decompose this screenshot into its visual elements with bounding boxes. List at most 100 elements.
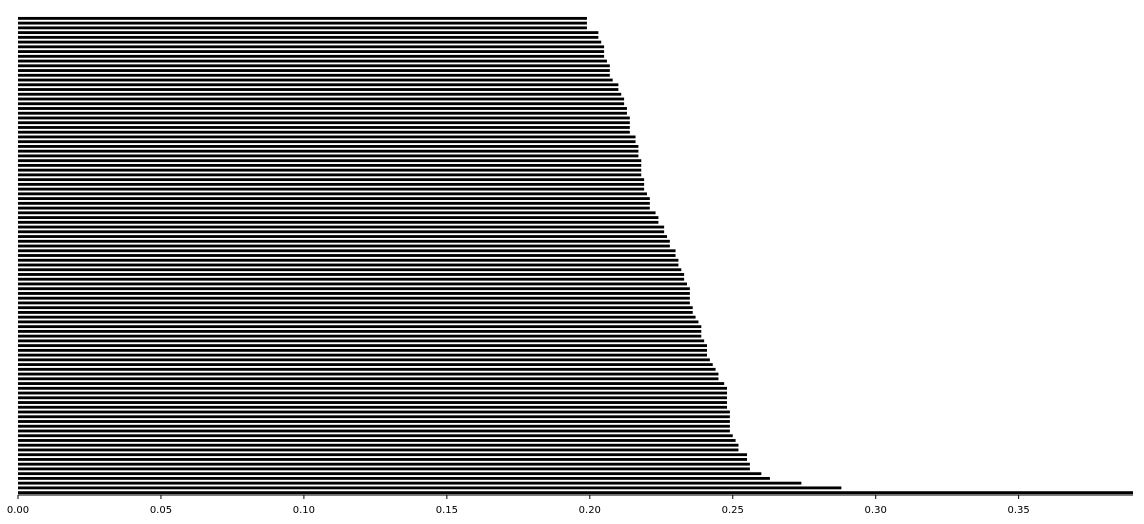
bar bbox=[18, 83, 619, 87]
x-tick-label: 0.05 bbox=[150, 505, 172, 516]
bar bbox=[18, 102, 625, 106]
x-ticks-group: 0.00 0.05 0.10 0.15 0.20 0.25 0.30 0.35 bbox=[7, 495, 1030, 516]
x-tick-label: 0.35 bbox=[1008, 505, 1030, 516]
bar bbox=[18, 315, 696, 319]
x-tick-label: 0.10 bbox=[293, 505, 315, 516]
bar bbox=[18, 154, 639, 158]
bar bbox=[18, 353, 708, 357]
bar bbox=[18, 249, 676, 253]
x-tick-label: 0.20 bbox=[579, 505, 601, 516]
bar bbox=[18, 273, 685, 276]
bar bbox=[18, 476, 770, 480]
bar bbox=[18, 159, 642, 163]
bar bbox=[18, 45, 605, 49]
bar bbox=[18, 126, 630, 129]
bar bbox=[18, 31, 599, 35]
bar bbox=[18, 107, 627, 110]
bar bbox=[18, 258, 679, 262]
bar bbox=[18, 178, 645, 182]
bar bbox=[18, 40, 602, 44]
bar bbox=[18, 116, 630, 120]
bar bbox=[18, 334, 702, 338]
bar bbox=[18, 439, 736, 442]
bar bbox=[18, 69, 610, 72]
bar bbox=[18, 192, 647, 196]
bar bbox=[18, 50, 605, 53]
bar bbox=[18, 35, 599, 39]
bar bbox=[18, 277, 685, 281]
bar bbox=[18, 325, 702, 329]
bar bbox=[18, 230, 665, 234]
bar bbox=[18, 486, 842, 490]
bar bbox=[18, 254, 676, 257]
bar bbox=[18, 54, 605, 58]
bar bbox=[18, 78, 613, 82]
bar bbox=[18, 320, 699, 324]
bar bbox=[18, 491, 1133, 495]
bar bbox=[18, 453, 748, 457]
bar bbox=[18, 329, 702, 333]
bar bbox=[18, 225, 665, 229]
bar bbox=[18, 197, 650, 201]
bar bbox=[18, 201, 650, 205]
bar bbox=[18, 358, 710, 362]
x-tick-label: 0.00 bbox=[7, 505, 29, 516]
bar bbox=[18, 121, 630, 125]
x-tick-label: 0.15 bbox=[436, 505, 458, 516]
bar bbox=[18, 382, 725, 385]
bar bbox=[18, 481, 802, 485]
bar bbox=[18, 64, 610, 68]
bar bbox=[18, 386, 728, 390]
bar bbox=[18, 420, 730, 423]
bar bbox=[18, 73, 610, 77]
bar bbox=[18, 410, 730, 414]
bar bbox=[18, 424, 730, 428]
bar bbox=[18, 344, 708, 348]
bar bbox=[18, 140, 636, 144]
bar bbox=[18, 310, 693, 314]
bar bbox=[18, 163, 642, 167]
bar bbox=[18, 287, 690, 291]
bar bbox=[18, 235, 667, 238]
bar bbox=[18, 88, 619, 91]
bar bbox=[18, 292, 690, 295]
bar bbox=[18, 173, 642, 177]
bar bbox=[18, 377, 719, 381]
bar bbox=[18, 220, 659, 224]
bar bbox=[18, 306, 693, 310]
bar bbox=[18, 429, 730, 433]
bar bbox=[18, 462, 750, 466]
bar bbox=[18, 401, 728, 404]
bar bbox=[18, 448, 739, 452]
bar bbox=[18, 168, 642, 172]
bar bbox=[18, 263, 679, 267]
bar bbox=[18, 59, 607, 63]
bar bbox=[18, 296, 690, 300]
bar bbox=[18, 216, 659, 219]
bar bbox=[18, 239, 670, 243]
bar bbox=[18, 130, 630, 134]
bar bbox=[18, 472, 762, 476]
bar bbox=[18, 135, 636, 139]
bars-group bbox=[18, 16, 1133, 495]
bar bbox=[18, 244, 670, 248]
bar bbox=[18, 458, 748, 461]
bar bbox=[18, 367, 716, 371]
bar bbox=[18, 415, 730, 419]
x-tick-label: 0.30 bbox=[865, 505, 887, 516]
bar bbox=[18, 391, 728, 395]
bar bbox=[18, 301, 690, 305]
bar bbox=[18, 467, 750, 471]
bar bbox=[18, 282, 687, 286]
bar bbox=[18, 443, 739, 447]
bar bbox=[18, 372, 719, 376]
bar bbox=[18, 363, 713, 367]
bar bbox=[18, 145, 639, 148]
bar bbox=[18, 16, 587, 20]
bar bbox=[18, 405, 728, 409]
bar bbox=[18, 339, 705, 343]
bar bbox=[18, 206, 650, 210]
bar bbox=[18, 21, 587, 25]
bar bbox=[18, 182, 645, 186]
bar bbox=[18, 92, 622, 96]
